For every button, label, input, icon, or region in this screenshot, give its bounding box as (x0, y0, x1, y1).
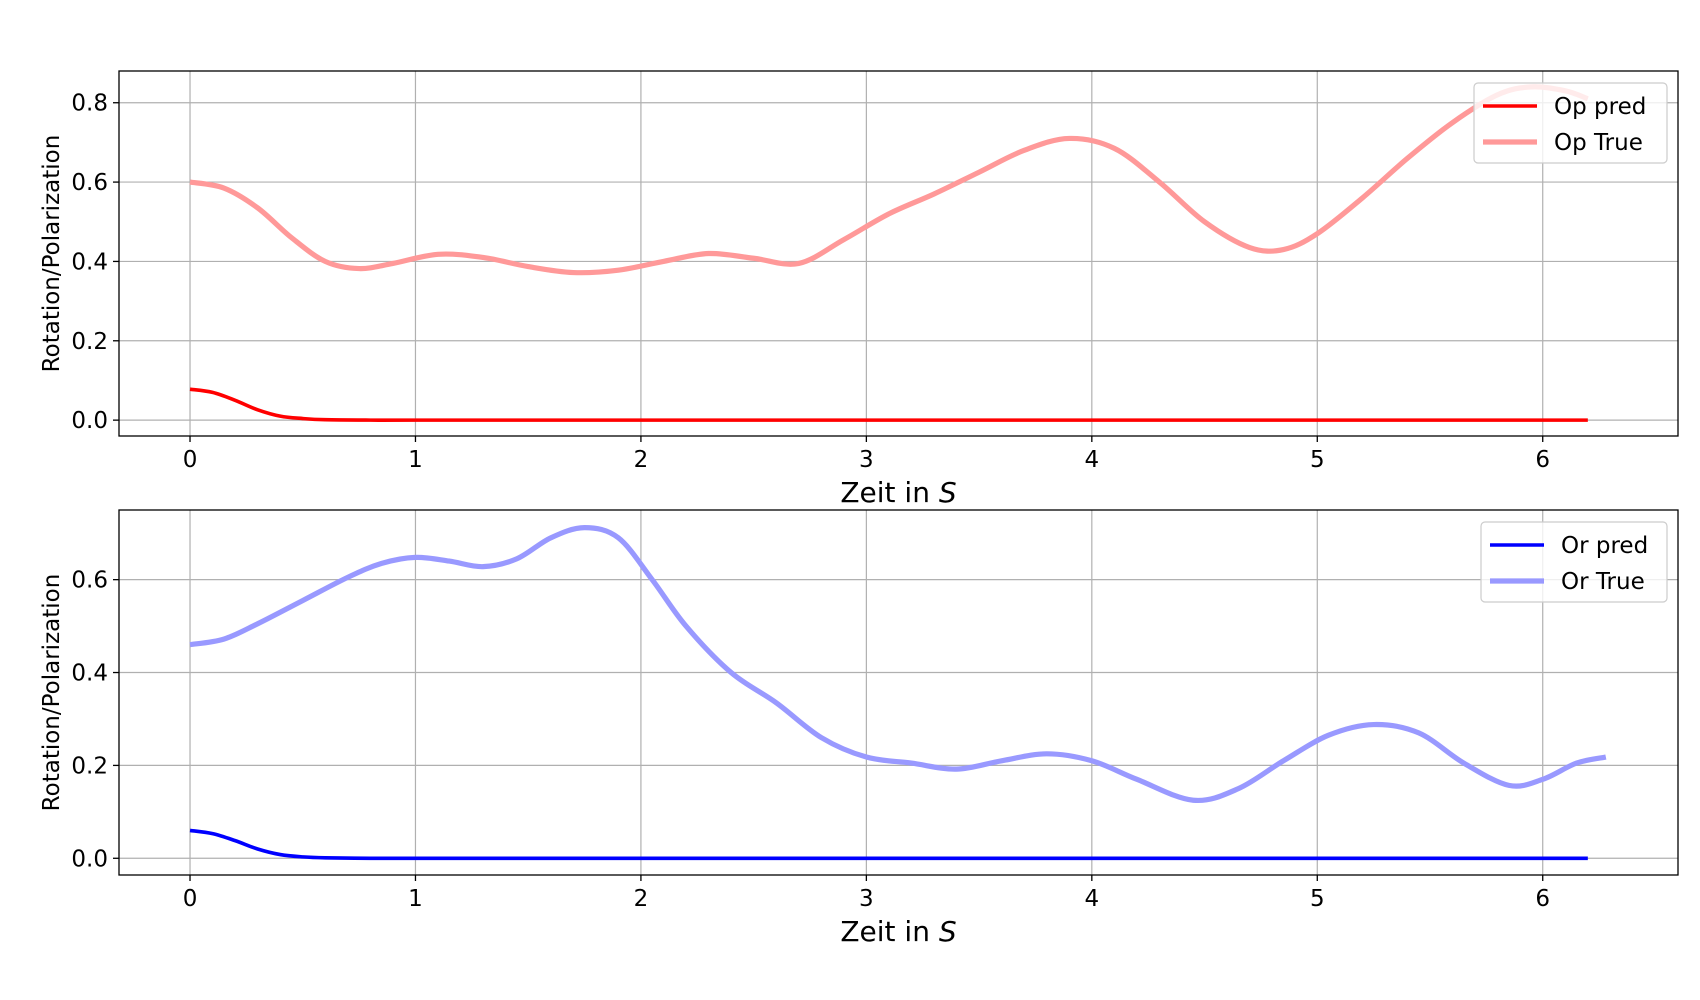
x-tick-label: 1 (408, 886, 423, 912)
grid (119, 510, 1678, 875)
x-tick-label: 3 (859, 447, 874, 473)
y-tick-label: 0.8 (71, 91, 108, 117)
legend-label: Or True (1561, 569, 1645, 595)
y-tick-label: 0.2 (71, 753, 108, 779)
x-tick-label: 1 (408, 447, 423, 473)
y-tick-label: 0.6 (71, 170, 108, 196)
legend-label: Op True (1554, 130, 1643, 156)
series-group (189, 84, 1589, 422)
x-axis-label-prefix: Zeit in (840, 476, 939, 509)
x-tick-label: 0 (183, 447, 198, 473)
x-tick-label: 3 (859, 886, 874, 912)
legend-label: Op pred (1554, 94, 1646, 120)
x-tick-label: 2 (634, 447, 649, 473)
series-line-or-pred (189, 828, 1588, 861)
y-tick-label: 0.4 (71, 661, 108, 687)
x-tick-label: 5 (1310, 447, 1325, 473)
legend: Or pred Or True (1480, 521, 1668, 603)
series-line-op-true (189, 84, 1589, 276)
axes-frame (118, 509, 1679, 876)
y-axis-label: Rotation/Polarization (39, 135, 65, 373)
x-axis-label: Zeit in S (840, 915, 956, 948)
y-axis-label: Rotation/Polarization (39, 574, 65, 812)
x-tick-label: 6 (1535, 447, 1550, 473)
x-tick-label: 4 (1085, 447, 1100, 473)
x-axis-label-prefix: Zeit in (840, 915, 939, 948)
subplot-2: 0 1 2 3 4 5 6 0.0 0.2 0.4 0.6 Zeit in S Rotation/Pol… (39, 509, 1679, 948)
y-tick-label: 0.6 (71, 568, 108, 594)
subplot-1: 0 1 2 3 4 5 6 0.0 0.2 0.4 0.6 0.8 Zeit in S Rotation/… (39, 70, 1679, 509)
x-tick-label: 5 (1310, 886, 1325, 912)
legend-label: Or pred (1561, 533, 1648, 559)
y-tick-label: 0.0 (71, 846, 108, 872)
x-axis-label-variable: S (939, 476, 957, 509)
series-line-or-true (189, 525, 1607, 804)
x-axis-label-variable: S (939, 915, 957, 948)
y-tick-label: 0.2 (71, 329, 108, 355)
grid (119, 71, 1678, 436)
x-tick-label: 2 (634, 886, 649, 912)
series-group (189, 525, 1607, 861)
series-line-op-pred (189, 387, 1588, 422)
y-tick-label: 0.4 (71, 249, 108, 275)
x-tick-label: 6 (1535, 886, 1550, 912)
legend: Op pred Op True (1473, 82, 1668, 164)
axes-frame (118, 70, 1679, 437)
y-tick-label: 0.0 (71, 408, 108, 434)
x-axis-label: Zeit in S (840, 476, 956, 509)
x-tick-label: 4 (1085, 886, 1100, 912)
x-tick-label: 0 (183, 886, 198, 912)
